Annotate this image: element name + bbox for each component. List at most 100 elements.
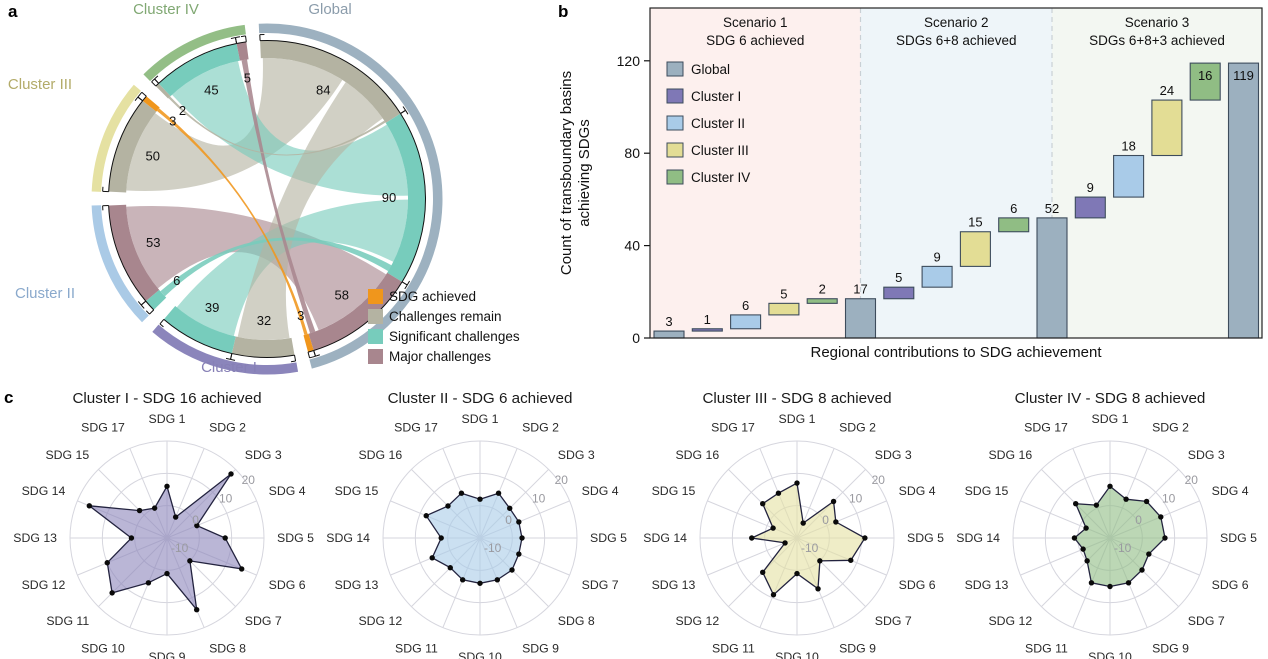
chord-segment	[236, 41, 249, 61]
radar-axis-label: SDG 14	[956, 531, 1000, 545]
radar-point	[1084, 558, 1090, 564]
legend-label: Significant challenges	[389, 329, 520, 344]
waterfall-chart: Count of transboundary basins achieving …	[558, 7, 1263, 361]
radar-point	[862, 535, 868, 541]
radar-axis-label: SDG 9	[149, 650, 186, 659]
radar-axis-label: SDG 3	[875, 448, 912, 462]
chord-tick-cap	[139, 91, 143, 95]
bar-value-label: 9	[1087, 180, 1094, 195]
radar-ring	[1044, 472, 1176, 604]
waterfall-bar	[691, 328, 723, 332]
chord-segment-value: 45	[204, 82, 218, 97]
radar-point	[1125, 580, 1132, 586]
legend-swatch	[666, 88, 684, 104]
radar-axis-label: SDG 1	[149, 412, 186, 426]
radar-point	[519, 535, 525, 541]
chord-tick-cap	[140, 304, 145, 309]
chord-tick-cap	[309, 356, 313, 359]
waterfall-bar	[1189, 62, 1221, 101]
chord-tick	[400, 109, 406, 114]
radar-ring	[382, 440, 578, 636]
radar-point	[128, 535, 135, 541]
radar-axis-label: SDG 15	[965, 484, 1009, 498]
radar-point	[782, 540, 788, 546]
chord-segment	[303, 333, 314, 353]
radar-point	[1139, 567, 1145, 573]
radar-point	[477, 496, 483, 502]
radar-point	[800, 520, 806, 526]
chord-segment	[108, 204, 160, 302]
radar-point	[1162, 535, 1168, 541]
radar-point	[760, 569, 766, 575]
radar-point	[1143, 498, 1150, 505]
radar-point	[238, 566, 245, 572]
chord-segment-outline	[142, 95, 147, 102]
bar-value-label: 5	[780, 286, 787, 301]
radar-point	[429, 555, 435, 561]
radar-point	[438, 535, 444, 541]
radar-point	[516, 519, 522, 525]
radar-axis-label: SDG 4	[1212, 484, 1249, 498]
waterfall-bar	[959, 231, 991, 267]
chord-tick	[140, 300, 147, 306]
radar-axis-label: SDG 3	[1188, 448, 1225, 462]
radar-rtick-label: -10	[171, 541, 189, 555]
chord-segment-value: 84	[316, 83, 330, 98]
chord-segment-value: 3	[297, 308, 304, 323]
radar-point	[1083, 525, 1089, 531]
radar-axis-label: SDG 7	[1188, 614, 1225, 628]
chord-tick	[159, 319, 165, 325]
bar-value-label: 6	[742, 298, 749, 313]
radar-rtick-label: 20	[242, 473, 256, 487]
chord-segment-value: 53	[146, 235, 160, 250]
chord-segment-outline	[260, 40, 401, 114]
radar-point	[109, 590, 115, 596]
radar-rtick-label: 0	[1135, 513, 1142, 527]
radar-axis-label: SDG 6	[269, 578, 306, 592]
chord-segment-value: 50	[145, 148, 159, 163]
waterfall-bar	[1113, 154, 1145, 198]
radar-point	[817, 558, 823, 564]
chord-segment	[385, 113, 426, 282]
radar-axis-label: SDG 10	[81, 642, 125, 656]
chord-segment-outline	[108, 100, 144, 192]
chord-tick-cap	[145, 310, 150, 315]
radar-point	[815, 586, 821, 592]
chord-tick	[401, 281, 408, 286]
chord-segment	[155, 83, 171, 99]
radar-point	[1107, 583, 1113, 590]
chord-ribbon	[126, 206, 387, 331]
radar-axis-label: SDG 3	[558, 448, 595, 462]
waterfall-bar	[653, 330, 685, 339]
bar-value-label: 119	[1233, 68, 1254, 83]
chord-segment-value: 32	[257, 313, 271, 328]
radar-axis-label: SDG 10	[1088, 650, 1132, 659]
legend-swatch	[666, 61, 684, 77]
radar-point	[770, 592, 777, 598]
radar-axis-label: SDG 7	[245, 614, 282, 628]
chord-ribbon	[241, 59, 316, 334]
chord-segment-value: 58	[335, 287, 349, 302]
chord-segment-outline	[163, 318, 232, 355]
waterfall-bar	[1036, 217, 1068, 339]
radar-rtick-label: 10	[219, 491, 233, 505]
radar-axis-label: SDG 10	[775, 650, 819, 659]
radar-axis-label: SDG 16	[675, 448, 719, 462]
radar-axis-label: SDG 5	[1220, 531, 1257, 545]
radar-axis-label: SDG 6	[899, 578, 936, 592]
radar-polygon	[1073, 485, 1166, 588]
radar-axis-label: SDG 14	[643, 531, 687, 545]
radar-ring	[69, 440, 265, 636]
scenario-title: Scenario 1	[723, 15, 788, 30]
bar-value-label: 1	[704, 312, 711, 327]
chord-tick	[294, 355, 297, 362]
radar-axis-label: SDG 4	[899, 484, 936, 498]
panel-c-label: c	[4, 388, 14, 407]
legend-swatch	[368, 289, 383, 304]
chord-group-label: Cluster IV	[133, 1, 199, 18]
radar-spoke	[707, 537, 798, 576]
chord-tick-cap	[137, 94, 141, 98]
waterfall-bar	[883, 286, 915, 300]
